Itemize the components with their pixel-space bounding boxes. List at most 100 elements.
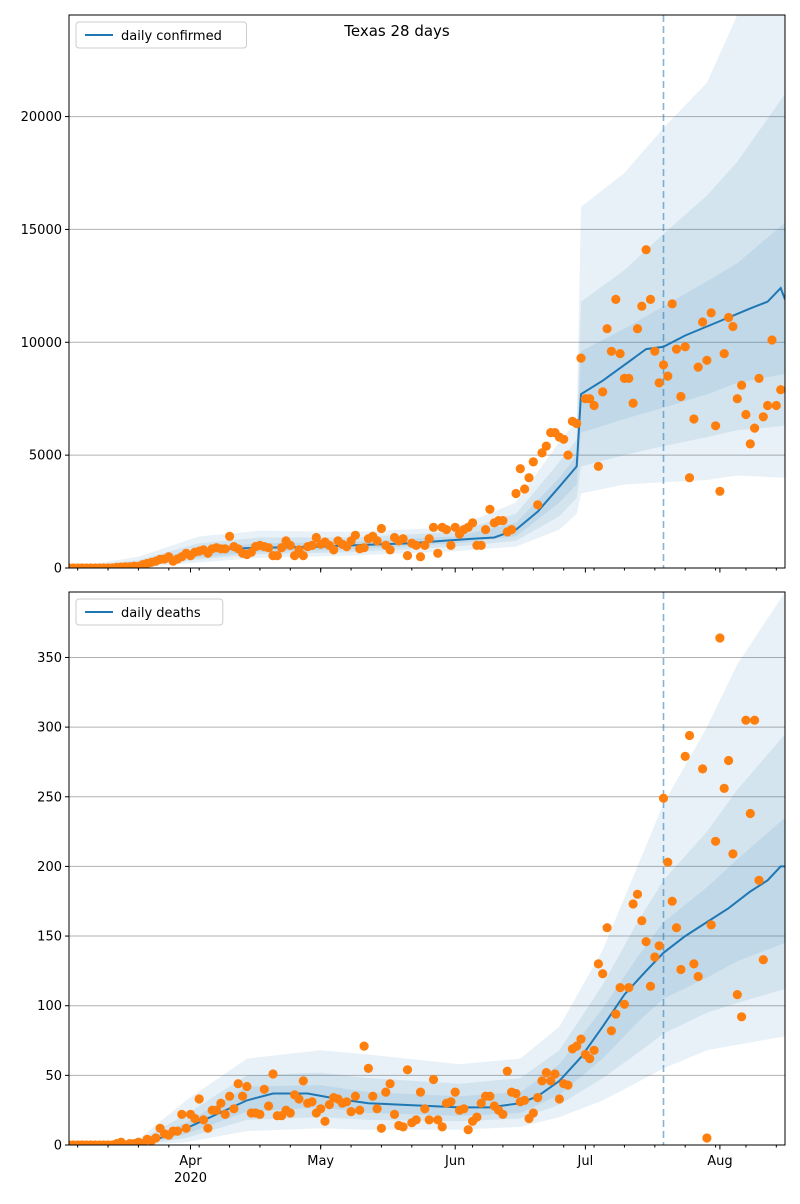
- observed-point: [242, 1081, 252, 1092]
- observed-point: [472, 1112, 482, 1122]
- y-tick-label: 150: [37, 930, 62, 945]
- observed-point: [737, 380, 747, 390]
- observed-point: [715, 633, 725, 643]
- observed-point: [706, 308, 716, 318]
- observed-point: [576, 353, 586, 363]
- observed-point: [372, 536, 382, 546]
- observed-point: [724, 755, 734, 766]
- observed-point: [711, 421, 721, 431]
- x-tick-label: May: [307, 1154, 334, 1169]
- model-line: [69, 865, 785, 1145]
- observed-point: [385, 545, 395, 555]
- observed-point: [433, 548, 443, 558]
- observed-point: [598, 969, 608, 979]
- observed-point: [498, 1109, 508, 1119]
- uncertainty-band-outer: [69, 592, 785, 1145]
- x-tick-label: Jul: [577, 1154, 594, 1169]
- observed-point: [385, 1079, 395, 1089]
- observed-point: [350, 1091, 360, 1101]
- observed-point: [446, 540, 456, 551]
- observed-point: [667, 896, 677, 906]
- y-tick-label: 250: [37, 790, 62, 805]
- observed-point: [481, 525, 491, 535]
- observed-point: [485, 1091, 495, 1101]
- observed-point: [641, 937, 651, 947]
- observed-point: [485, 504, 495, 514]
- observed-point: [285, 540, 295, 551]
- observed-point: [238, 1091, 248, 1101]
- observed-point: [329, 545, 339, 555]
- observed-point: [511, 488, 521, 499]
- observed-point: [311, 532, 321, 543]
- observed-point: [637, 301, 647, 311]
- observed-point: [220, 1109, 230, 1119]
- plot-frame: [68, 591, 786, 1146]
- observed-point: [346, 1107, 356, 1117]
- observed-point: [693, 362, 703, 372]
- observed-point: [728, 849, 738, 859]
- observed-point: [693, 971, 703, 982]
- observed-point: [754, 373, 764, 383]
- observed-point: [502, 1066, 512, 1076]
- observed-point: [533, 1093, 543, 1103]
- observed-point: [498, 516, 508, 526]
- y-tick-label: 200: [37, 860, 62, 875]
- observed-point: [402, 1065, 413, 1075]
- observed-point: [151, 1133, 161, 1143]
- observed-point: [264, 543, 274, 553]
- observed-point: [225, 1091, 235, 1101]
- observed-point: [220, 544, 230, 554]
- observed-point: [520, 484, 530, 494]
- observed-point: [689, 414, 699, 424]
- observed-point: [194, 1094, 204, 1104]
- observed-point: [268, 1069, 278, 1079]
- observed-point: [546, 1076, 556, 1086]
- legend-label: daily deaths: [121, 606, 201, 621]
- uncertainty-band-middle: [69, 94, 785, 568]
- observed-point: [706, 920, 716, 930]
- panel-deaths: 0 50 100 150 200 250 300 350 Apr May Jun Jul Aug 2020…: [37, 591, 786, 1186]
- observed-point: [402, 551, 413, 561]
- observed-point: [689, 959, 699, 969]
- observed-point: [277, 543, 287, 553]
- observed-point: [680, 342, 690, 352]
- observed-point: [298, 551, 308, 561]
- observed-point: [641, 245, 651, 255]
- observed-point: [741, 409, 751, 420]
- observed-point: [658, 360, 669, 370]
- observed-point: [771, 400, 781, 411]
- observed-point: [381, 1087, 391, 1097]
- observed-point: [702, 1133, 712, 1143]
- observed-point: [450, 1087, 460, 1097]
- observed-point: [737, 1012, 747, 1022]
- observed-point: [563, 1080, 573, 1090]
- observed-point: [663, 857, 673, 867]
- observed-point: [563, 450, 573, 460]
- observed-point: [676, 391, 686, 402]
- observed-point: [711, 836, 721, 846]
- observed-point: [415, 552, 426, 562]
- observed-point: [684, 730, 695, 741]
- observed-point: [350, 530, 360, 540]
- observed-point: [585, 394, 595, 404]
- y-tick-label: 10000: [21, 336, 62, 351]
- observed-point: [650, 952, 660, 962]
- legend: daily deaths: [75, 598, 224, 626]
- observed-point: [376, 523, 386, 534]
- uncertainty-band-inner: [69, 817, 785, 1145]
- observed-point: [294, 1094, 304, 1104]
- observed-point: [728, 321, 738, 332]
- observed-point: [671, 923, 682, 933]
- observed-point: [446, 1097, 456, 1107]
- observed-point: [593, 959, 604, 969]
- observed-point: [589, 1045, 599, 1055]
- observed-point: [537, 448, 547, 458]
- observed-point: [468, 518, 478, 528]
- observed-point: [732, 990, 742, 1000]
- observed-point: [307, 540, 317, 551]
- observed-point: [507, 525, 517, 535]
- observed-point: [342, 1097, 352, 1107]
- observed-point: [606, 1026, 617, 1036]
- observed-point: [511, 1088, 521, 1099]
- plot-frame: [68, 14, 786, 569]
